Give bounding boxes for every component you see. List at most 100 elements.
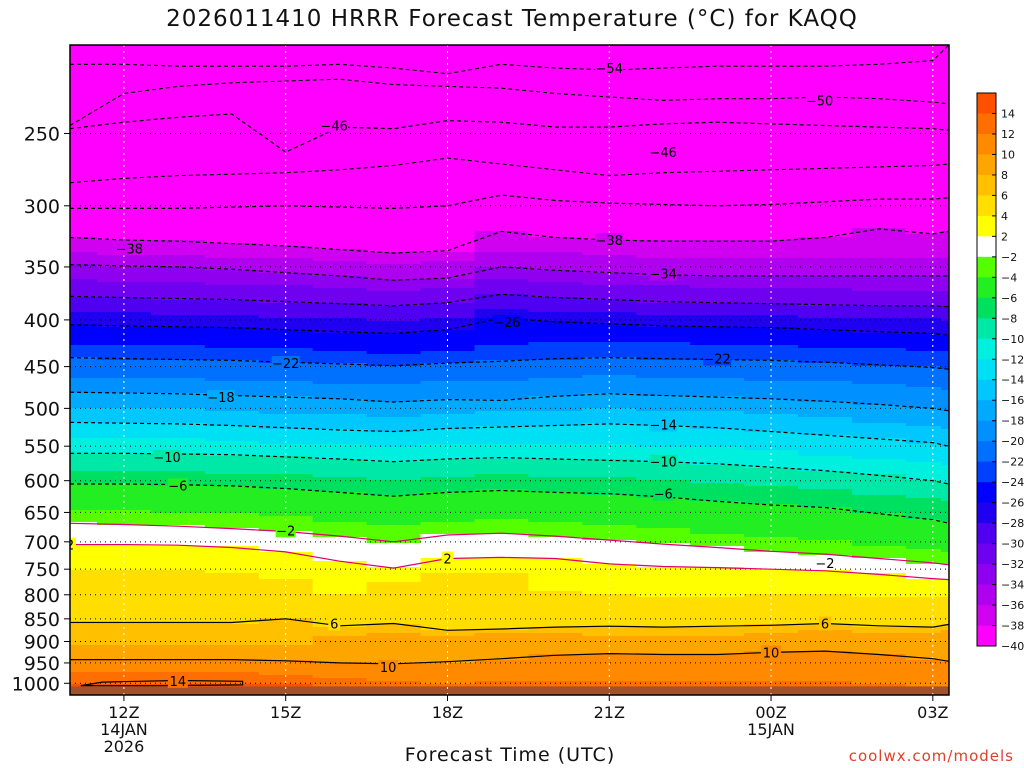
- temperature-fill-cell: [366, 597, 422, 601]
- temperature-fill-cell: [528, 354, 583, 358]
- temperature-fill-cell: [420, 474, 476, 478]
- temperature-fill-cell: [636, 627, 691, 631]
- temperature-fill-cell: [312, 582, 368, 586]
- temperature-fill-cell: [474, 501, 529, 505]
- temperature-fill-cell: [582, 96, 637, 100]
- temperature-fill-cell: [690, 552, 745, 556]
- temperature-fill-cell: [905, 657, 942, 661]
- temperature-fill-cell: [312, 309, 368, 313]
- temperature-fill-cell: [312, 600, 368, 604]
- temperature-fill-cell: [70, 399, 98, 403]
- temperature-fill-cell: [204, 648, 260, 652]
- temperature-fill-cell: [70, 267, 98, 271]
- temperature-fill-cell: [905, 150, 942, 154]
- temperature-fill-cell: [636, 111, 691, 115]
- temperature-fill-cell: [204, 387, 260, 391]
- temperature-fill-cell: [851, 276, 907, 280]
- temperature-fill-cell: [70, 60, 98, 64]
- temperature-fill-cell: [258, 498, 314, 502]
- temperature-fill-cell: [582, 612, 637, 616]
- temperature-fill-cell: [366, 63, 422, 67]
- temperature-fill-cell: [204, 369, 260, 373]
- temperature-fill-cell: [312, 84, 368, 88]
- temperature-fill-cell: [851, 492, 907, 496]
- temperature-fill-cell: [150, 585, 206, 589]
- temperature-fill-cell: [474, 504, 529, 508]
- temperature-fill-cell: [150, 342, 206, 346]
- temperature-fill-cell: [258, 636, 314, 640]
- temperature-fill-cell: [204, 657, 260, 661]
- temperature-fill-cell: [366, 192, 422, 196]
- temperature-fill-cell: [70, 645, 98, 649]
- temperature-fill-cell: [851, 87, 907, 91]
- temperature-fill-cell: [366, 378, 422, 382]
- temperature-fill-cell: [366, 342, 422, 346]
- temperature-fill-cell: [420, 618, 476, 622]
- temperature-fill-cell: [366, 219, 422, 223]
- temperature-fill-cell: [744, 540, 799, 544]
- temperature-fill-cell: [312, 378, 368, 382]
- temperature-fill-cell: [528, 489, 583, 493]
- y-tick-label: 750: [24, 559, 60, 581]
- temperature-fill-cell: [204, 93, 260, 97]
- temperature-fill-cell: [150, 132, 206, 136]
- temperature-fill-cell: [798, 639, 853, 643]
- temperature-fill-cell: [96, 150, 152, 154]
- temperature-fill-cell: [70, 378, 98, 382]
- temperature-fill-cell: [70, 132, 98, 136]
- temperature-fill-cell: [420, 174, 476, 178]
- temperature-fill-cell: [582, 360, 637, 364]
- temperature-fill-cell: [528, 321, 583, 325]
- temperature-fill-cell: [528, 507, 583, 511]
- temperature-fill-cell: [528, 597, 583, 601]
- temperature-fill-cell: [528, 87, 583, 91]
- temperature-fill-cell: [204, 408, 260, 412]
- temperature-fill-cell: [204, 114, 260, 118]
- temperature-fill-cell: [940, 201, 949, 205]
- temperature-fill-cell: [940, 171, 949, 175]
- temperature-fill-cell: [851, 600, 907, 604]
- temperature-fill-cell: [528, 66, 583, 70]
- isotherm-line: [70, 317, 949, 336]
- temperature-fill-cell: [150, 426, 206, 430]
- temperature-fill-cell: [690, 531, 745, 535]
- temperature-fill-cell: [940, 540, 949, 544]
- temperature-fill-cell: [96, 66, 152, 70]
- temperature-fill-cell: [798, 633, 853, 637]
- temperature-fill-cell: [798, 279, 853, 283]
- temperature-fill-cell: [905, 420, 942, 424]
- temperature-fill-cell: [474, 525, 529, 529]
- temperature-fill-cell: [96, 420, 152, 424]
- temperature-fill-cell: [312, 453, 368, 457]
- temperature-fill-cell: [636, 573, 691, 577]
- temperature-fill-cell: [636, 672, 691, 676]
- temperature-fill-cell: [150, 90, 206, 94]
- temperature-fill-cell: [528, 93, 583, 97]
- temperature-fill-cell: [905, 417, 942, 421]
- temperature-fill-cell: [690, 615, 745, 619]
- temperature-fill-cell: [474, 387, 529, 391]
- temperature-fill-cell: [312, 342, 368, 346]
- temperature-fill-cell: [258, 78, 314, 82]
- temperature-fill-cell: [636, 246, 691, 250]
- temperature-fill-cell: [798, 423, 853, 427]
- temperature-fill-cell: [312, 657, 368, 661]
- temperature-fill-cell: [636, 606, 691, 610]
- temperature-fill-cell: [940, 609, 949, 613]
- temperature-fill-cell: [474, 360, 529, 364]
- colorbar-swatch: [977, 564, 996, 585]
- temperature-fill-cell: [528, 486, 583, 490]
- temperature-fill-cell: [204, 468, 260, 472]
- temperature-fill-cell: [474, 570, 529, 574]
- temperature-fill-cell: [940, 594, 949, 598]
- temperature-fill-cell: [96, 384, 152, 388]
- temperature-fill-cell: [940, 330, 949, 334]
- temperature-fill-cell: [528, 168, 583, 172]
- temperature-fill-cell: [940, 573, 949, 577]
- temperature-fill-cell: [690, 150, 745, 154]
- temperature-fill-cell: [744, 396, 799, 400]
- temperature-fill-cell: [636, 114, 691, 118]
- temperature-fill-cell: [690, 636, 745, 640]
- temperature-fill-cell: [70, 102, 98, 106]
- temperature-fill-cell: [70, 222, 98, 226]
